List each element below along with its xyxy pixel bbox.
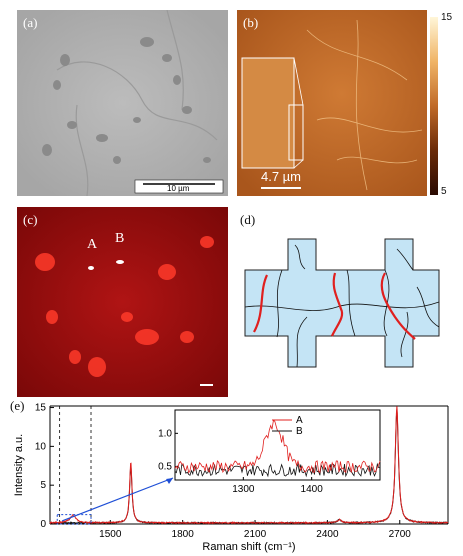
graphene-channel-schematic: [244, 238, 440, 368]
series-line-A: [49, 406, 449, 525]
panel-c-raman-map: (c) A B: [17, 207, 228, 397]
inset-x-tick-label: 1400: [301, 484, 324, 495]
point-a-marker: [88, 266, 94, 270]
raman-map: [17, 207, 228, 397]
panel-d-label: (d): [240, 212, 256, 227]
legend-label-A: A: [296, 415, 303, 426]
panel-a-optical-image: (a) 10 µm: [17, 10, 228, 196]
inset-x-tick-label: 1300: [232, 484, 255, 495]
inset-y-tick-label: 0.5: [158, 462, 172, 473]
y-tick-label: 15: [35, 403, 47, 414]
panel-a-label: (a): [23, 15, 38, 30]
inset-series-B: [174, 462, 381, 478]
legend-label-B: B: [296, 426, 303, 437]
afm-image: [237, 10, 427, 196]
x-tick-label: 1800: [172, 529, 195, 540]
panel-d-schematic: (d): [237, 207, 457, 397]
panel-a-scalebar-label: 10 µm: [167, 184, 190, 193]
point-b-marker: [116, 260, 124, 264]
panel-b-afm-image: (b) 4.7 µm: [237, 10, 427, 196]
x-tick-label: 1500: [99, 529, 122, 540]
panel-b-label: (b): [243, 15, 259, 30]
raman-spectrum-chart: 1500 1800 2100 2400 2700 0 5 10 15 1300 1400 0.5 1.…: [13, 403, 449, 553]
y-tick-label: 5: [40, 480, 46, 491]
x-tick-label: 2700: [389, 529, 412, 540]
point-a-label: A: [87, 237, 98, 252]
zoom-region-box: [56, 514, 92, 525]
zoom-arrow-head: [166, 478, 173, 484]
optical-image: [17, 10, 228, 196]
y-tick-label: 0: [40, 519, 46, 530]
x-axis-label: Raman shift (cm⁻¹): [202, 541, 295, 553]
colorbar-min-label: 5: [441, 186, 447, 197]
panel-b-scalebar-label: 4.7 µm: [261, 169, 302, 184]
inset-y-tick-label: 1.0: [158, 428, 172, 439]
y-tick-label: 10: [35, 441, 47, 452]
colorbar-max-label: 15: [441, 12, 453, 23]
afm-colorbar: [430, 17, 438, 195]
panel-e-raman-spectra: (e) 1500 1800 2100 2400 2700 0 5 10 15 1300 1400 0…: [0, 398, 463, 556]
zoom-arrow: [61, 477, 174, 522]
panel-e-label: (e): [10, 398, 25, 413]
point-b-label: B: [115, 231, 125, 246]
y-axis-label: Intensity a.u.: [13, 434, 25, 496]
panel-c-label: (c): [23, 212, 38, 227]
x-tick-label: 2100: [244, 529, 267, 540]
x-tick-label: 2400: [316, 529, 339, 540]
